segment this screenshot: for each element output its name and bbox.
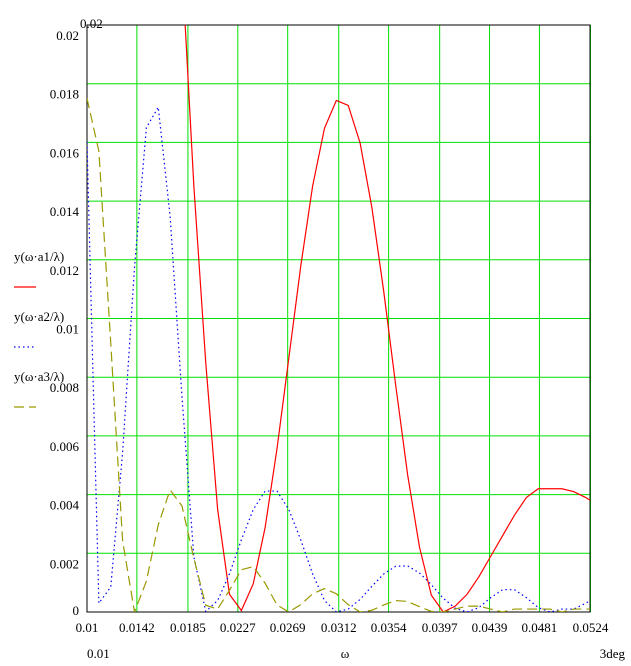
x-tick-label: 0.0142 — [119, 620, 155, 635]
x-tick-label: 0.0227 — [220, 620, 256, 635]
x-tick-label: 0.0397 — [422, 620, 458, 635]
legend-label: y(ω·a2/λ) — [14, 309, 64, 324]
x-upper-limit-label: 3deg — [600, 646, 626, 661]
y-tick-label: 0.006 — [50, 439, 80, 454]
y-tick-label: 0.018 — [50, 87, 79, 102]
x-tick-label: 0.0312 — [321, 620, 357, 635]
x-tick-label: 0.0481 — [522, 620, 558, 635]
y-tick-label: 0.002 — [50, 556, 79, 571]
x-lower-limit-label: 0.01 — [87, 646, 110, 661]
series-line — [184, 25, 590, 612]
y-tick-label: 0.01 — [56, 321, 79, 336]
y-tick-label: 0.02 — [56, 28, 79, 43]
y-tick-label: 0.008 — [50, 380, 79, 395]
x-tick-label: 0.01 — [76, 620, 99, 635]
x-tick-label: 0.0354 — [371, 620, 407, 635]
y-upper-limit-label: 0.02 — [80, 16, 103, 31]
x-tick-label: 0.0269 — [270, 620, 306, 635]
y-tick-label: 0 — [73, 603, 80, 618]
x-tick-label: 0.0439 — [472, 620, 508, 635]
series-line — [87, 98, 590, 612]
y-tick-label: 0.016 — [50, 145, 80, 160]
x-axis-label: ω — [341, 646, 350, 661]
x-tick-label: 0.0524 — [573, 620, 609, 635]
legend-label: y(ω·a1/λ) — [14, 249, 64, 264]
legend-label: y(ω·a3/λ) — [14, 369, 64, 384]
y-tick-label: 0.004 — [50, 498, 80, 513]
y-tick-label: 0.014 — [50, 204, 80, 219]
y-tick-label: 0.012 — [50, 263, 79, 278]
plot-lines — [87, 25, 590, 612]
plot-frame — [86, 24, 591, 613]
x-tick-label: 0.0185 — [170, 620, 206, 635]
